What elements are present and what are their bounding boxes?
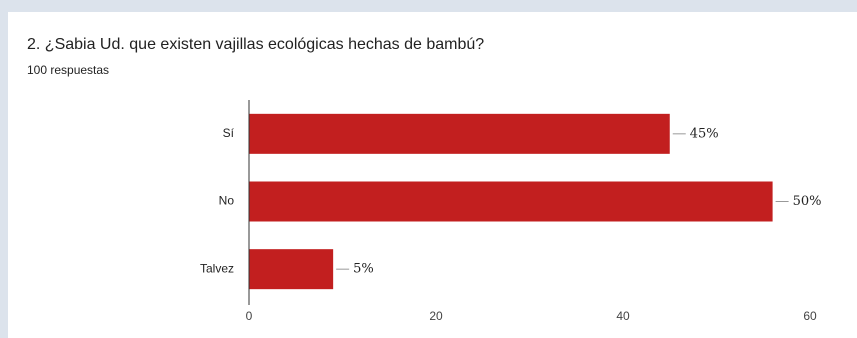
- y-tick-label: No: [219, 194, 235, 208]
- x-tick-label: 0: [246, 309, 253, 323]
- bar: [249, 113, 670, 154]
- annotation: 45%: [690, 126, 719, 141]
- frame-top: [0, 0, 857, 12]
- frame-left: [0, 0, 8, 338]
- response-count: 100 respuestas: [27, 63, 109, 77]
- chart-title: 2. ¿Sabia Ud. que existen vajillas ecoló…: [27, 36, 484, 53]
- x-tick-label: 20: [429, 309, 443, 323]
- x-tick-label: 40: [616, 309, 630, 323]
- x-tick-label: 60: [803, 309, 817, 323]
- annotation: 50%: [793, 194, 822, 209]
- y-tick-label: Talvez: [200, 261, 234, 275]
- bar: [249, 181, 773, 222]
- bar: [249, 249, 334, 290]
- annotation: 5%: [353, 262, 374, 277]
- y-tick-label: Sí: [223, 126, 235, 140]
